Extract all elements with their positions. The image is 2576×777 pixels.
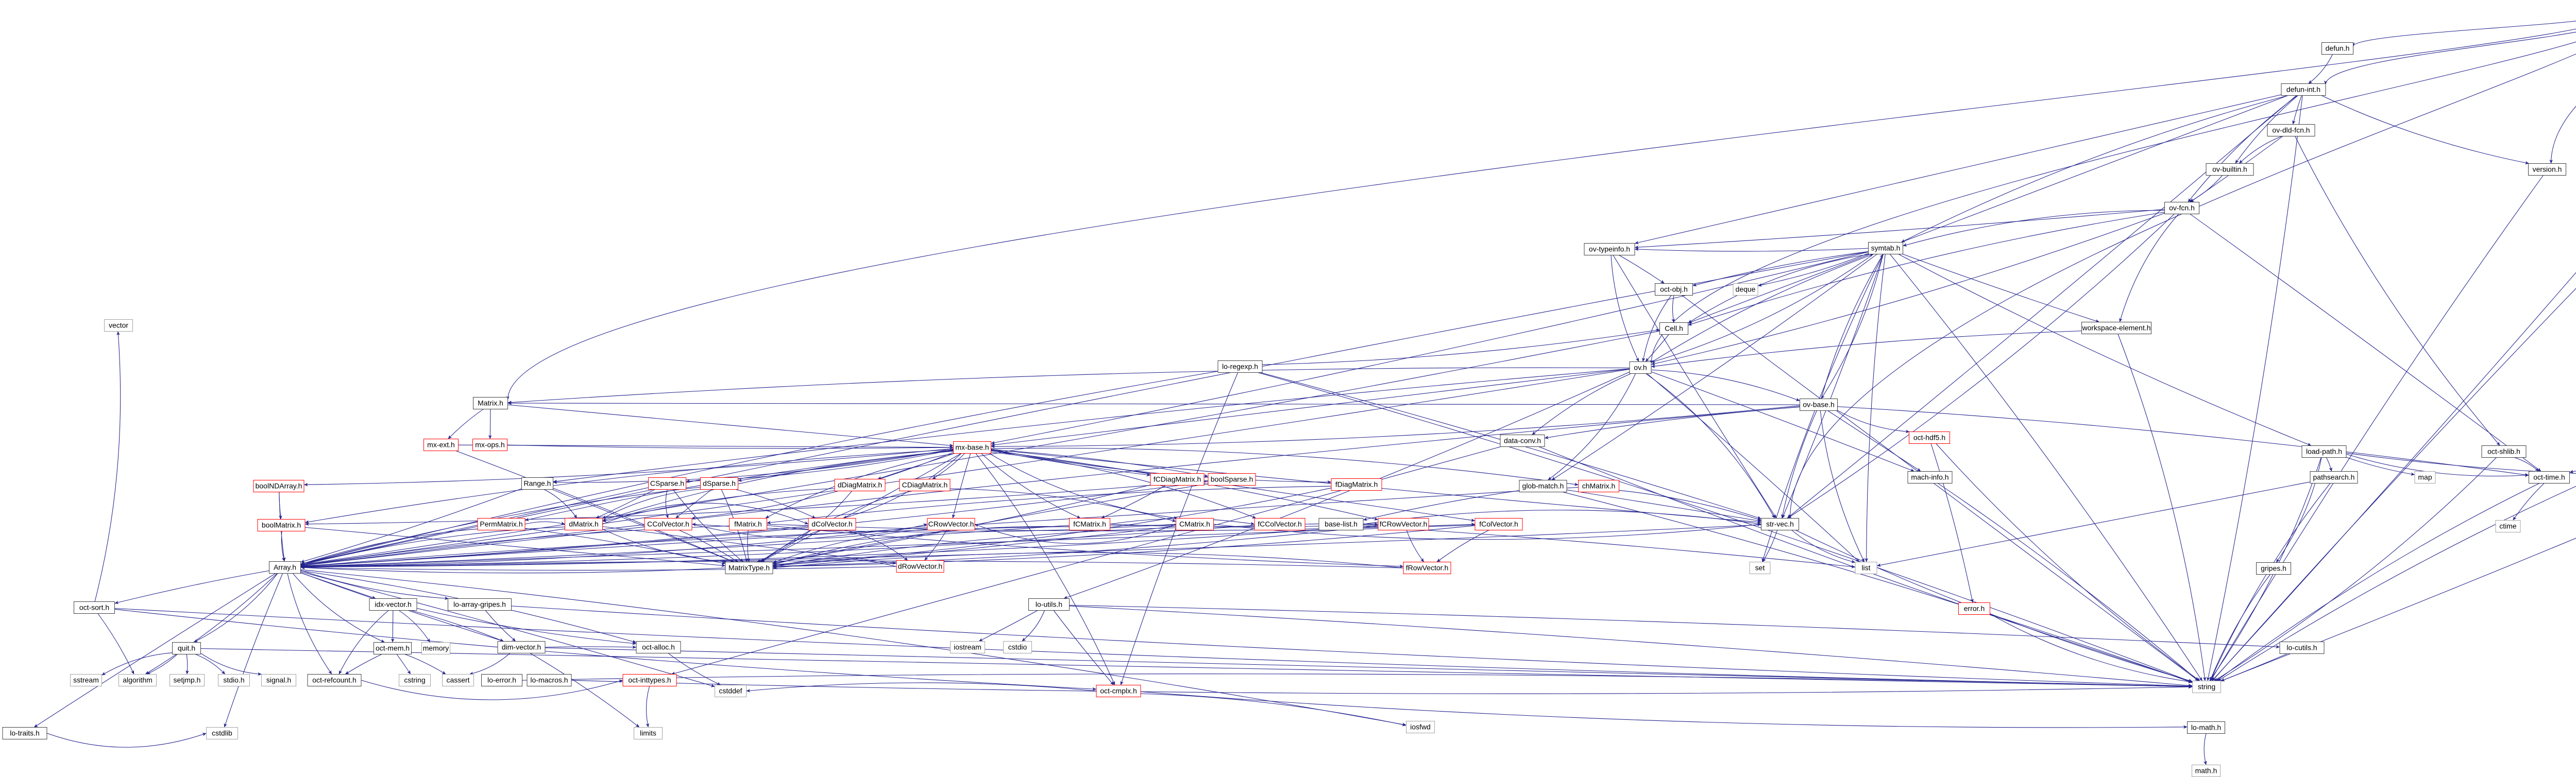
svg-text:fCRowVector.h: fCRowVector.h — [1380, 520, 1428, 528]
svg-text:fCMatrix.h: fCMatrix.h — [1073, 520, 1106, 528]
svg-text:dRowVector.h: dRowVector.h — [898, 562, 942, 571]
svg-text:dim-vector.h: dim-vector.h — [502, 643, 541, 651]
svg-text:Range.h: Range.h — [524, 479, 551, 488]
svg-text:mx-ops.h: mx-ops.h — [475, 441, 505, 449]
svg-text:CDiagMatrix.h: CDiagMatrix.h — [902, 481, 948, 489]
svg-text:cstdlib: cstdlib — [212, 729, 232, 737]
svg-text:fColVector.h: fColVector.h — [1479, 520, 1518, 528]
svg-text:oct-refcount.h: oct-refcount.h — [312, 676, 357, 684]
svg-text:oct-inttypes.h: oct-inttypes.h — [628, 676, 671, 684]
svg-text:gripes.h: gripes.h — [2261, 564, 2286, 573]
svg-text:fRowVector.h: fRowVector.h — [1406, 564, 1449, 572]
svg-text:boolMatrix.h: boolMatrix.h — [262, 521, 301, 529]
svg-text:mach-info.h: mach-info.h — [1911, 473, 1948, 481]
svg-text:lo-cutils.h: lo-cutils.h — [2286, 644, 2317, 652]
svg-text:lo-math.h: lo-math.h — [2191, 723, 2221, 732]
svg-text:workspace-element.h: workspace-element.h — [2081, 324, 2150, 332]
svg-text:CMatrix.h: CMatrix.h — [1179, 520, 1210, 528]
svg-text:oct-time.h: oct-time.h — [2533, 473, 2565, 481]
svg-text:fMatrix.h: fMatrix.h — [734, 520, 762, 528]
svg-text:string: string — [2198, 683, 2215, 691]
svg-text:cstdio: cstdio — [1008, 643, 1027, 651]
svg-text:lo-regexp.h: lo-regexp.h — [1222, 362, 1258, 371]
svg-text:lo-array-gripes.h: lo-array-gripes.h — [453, 600, 506, 609]
svg-text:memory: memory — [423, 644, 449, 652]
svg-text:lo-error.h: lo-error.h — [487, 676, 516, 684]
svg-text:mx-ext.h: mx-ext.h — [427, 441, 455, 449]
svg-text:ov-fcn.h: ov-fcn.h — [2169, 204, 2195, 212]
svg-text:defun.h: defun.h — [2326, 44, 2350, 53]
svg-text:lo-traits.h: lo-traits.h — [10, 729, 40, 737]
svg-text:fCColVector.h: fCColVector.h — [1258, 520, 1302, 528]
svg-text:iostream: iostream — [954, 643, 981, 651]
svg-text:MatrixType.h: MatrixType.h — [728, 564, 770, 572]
svg-text:set: set — [1755, 564, 1765, 572]
svg-text:oct-cmplx.h: oct-cmplx.h — [1100, 687, 1137, 695]
svg-text:vector: vector — [109, 321, 128, 330]
svg-text:oct-shlib.h: oct-shlib.h — [2487, 447, 2520, 456]
svg-text:error.h: error.h — [1964, 605, 1985, 613]
svg-text:math.h: math.h — [2195, 767, 2217, 775]
svg-text:iosfwd: iosfwd — [1410, 723, 1431, 731]
svg-text:dColVector.h: dColVector.h — [811, 520, 852, 528]
svg-text:ov-builtin.h: ov-builtin.h — [2212, 165, 2247, 174]
svg-text:ov-base.h: ov-base.h — [1803, 401, 1834, 409]
svg-text:oct-hdf5.h: oct-hdf5.h — [1913, 434, 1945, 442]
svg-text:CColVector.h: CColVector.h — [647, 520, 689, 528]
svg-text:setjmp.h: setjmp.h — [174, 676, 201, 684]
svg-text:str-vec.h: str-vec.h — [1766, 520, 1794, 528]
svg-text:algorithm: algorithm — [123, 676, 152, 684]
svg-text:quit.h: quit.h — [178, 644, 195, 652]
svg-text:PermMatrix.h: PermMatrix.h — [480, 520, 522, 528]
svg-text:list: list — [1861, 564, 1870, 572]
svg-text:CRowVector.h: CRowVector.h — [928, 520, 974, 528]
svg-text:ov-dld-fcn.h: ov-dld-fcn.h — [2272, 126, 2310, 134]
svg-text:fDiagMatrix.h: fDiagMatrix.h — [1335, 480, 1378, 489]
svg-text:Cell.h: Cell.h — [1665, 324, 1683, 333]
svg-text:mx-base.h: mx-base.h — [955, 443, 989, 452]
svg-text:CSparse.h: CSparse.h — [650, 479, 684, 488]
svg-text:oct-alloc.h: oct-alloc.h — [642, 643, 675, 651]
svg-text:pathsearch.h: pathsearch.h — [2313, 473, 2355, 481]
svg-text:Matrix.h: Matrix.h — [478, 399, 503, 407]
svg-text:stdio.h: stdio.h — [223, 676, 244, 684]
svg-text:ctime: ctime — [2499, 522, 2517, 530]
svg-text:dMatrix.h: dMatrix.h — [569, 520, 599, 528]
svg-text:Array.h: Array.h — [274, 563, 296, 572]
svg-text:defun-int.h: defun-int.h — [2286, 85, 2320, 94]
svg-text:dDiagMatrix.h: dDiagMatrix.h — [838, 481, 882, 489]
svg-text:boolNDArray.h: boolNDArray.h — [256, 482, 302, 490]
svg-text:data-conv.h: data-conv.h — [1504, 437, 1541, 445]
svg-text:signal.h: signal.h — [266, 676, 291, 684]
svg-text:oct-obj.h: oct-obj.h — [1660, 285, 1688, 293]
svg-text:fCDiagMatrix.h: fCDiagMatrix.h — [1154, 475, 1201, 484]
svg-text:glob-match.h: glob-match.h — [1522, 482, 1564, 490]
svg-text:map: map — [2418, 473, 2432, 481]
svg-text:base-list.h: base-list.h — [1325, 520, 1358, 528]
svg-text:cassert: cassert — [446, 676, 469, 684]
svg-text:lo-macros.h: lo-macros.h — [530, 676, 568, 684]
svg-text:cstddef: cstddef — [719, 687, 742, 695]
svg-text:oct-sort.h: oct-sort.h — [79, 603, 109, 612]
svg-text:oct-mem.h: oct-mem.h — [376, 644, 410, 652]
svg-text:lo-utils.h: lo-utils.h — [1036, 600, 1062, 609]
svg-text:sstream: sstream — [73, 676, 99, 684]
svg-text:idx-vector.h: idx-vector.h — [375, 600, 412, 609]
svg-text:symtab.h: symtab.h — [1871, 244, 1901, 252]
svg-text:limits: limits — [640, 729, 656, 737]
svg-text:load-path.h: load-path.h — [2306, 447, 2342, 456]
svg-text:cstring: cstring — [404, 676, 425, 684]
svg-text:boolSparse.h: boolSparse.h — [1211, 475, 1253, 484]
svg-text:deque: deque — [1736, 285, 1756, 293]
svg-text:dSparse.h: dSparse.h — [703, 479, 736, 488]
svg-text:ov.h: ov.h — [1634, 364, 1647, 372]
svg-text:version.h: version.h — [2533, 165, 2562, 174]
svg-text:chMatrix.h: chMatrix.h — [1582, 482, 1616, 490]
svg-text:ov-typeinfo.h: ov-typeinfo.h — [1589, 245, 1630, 253]
